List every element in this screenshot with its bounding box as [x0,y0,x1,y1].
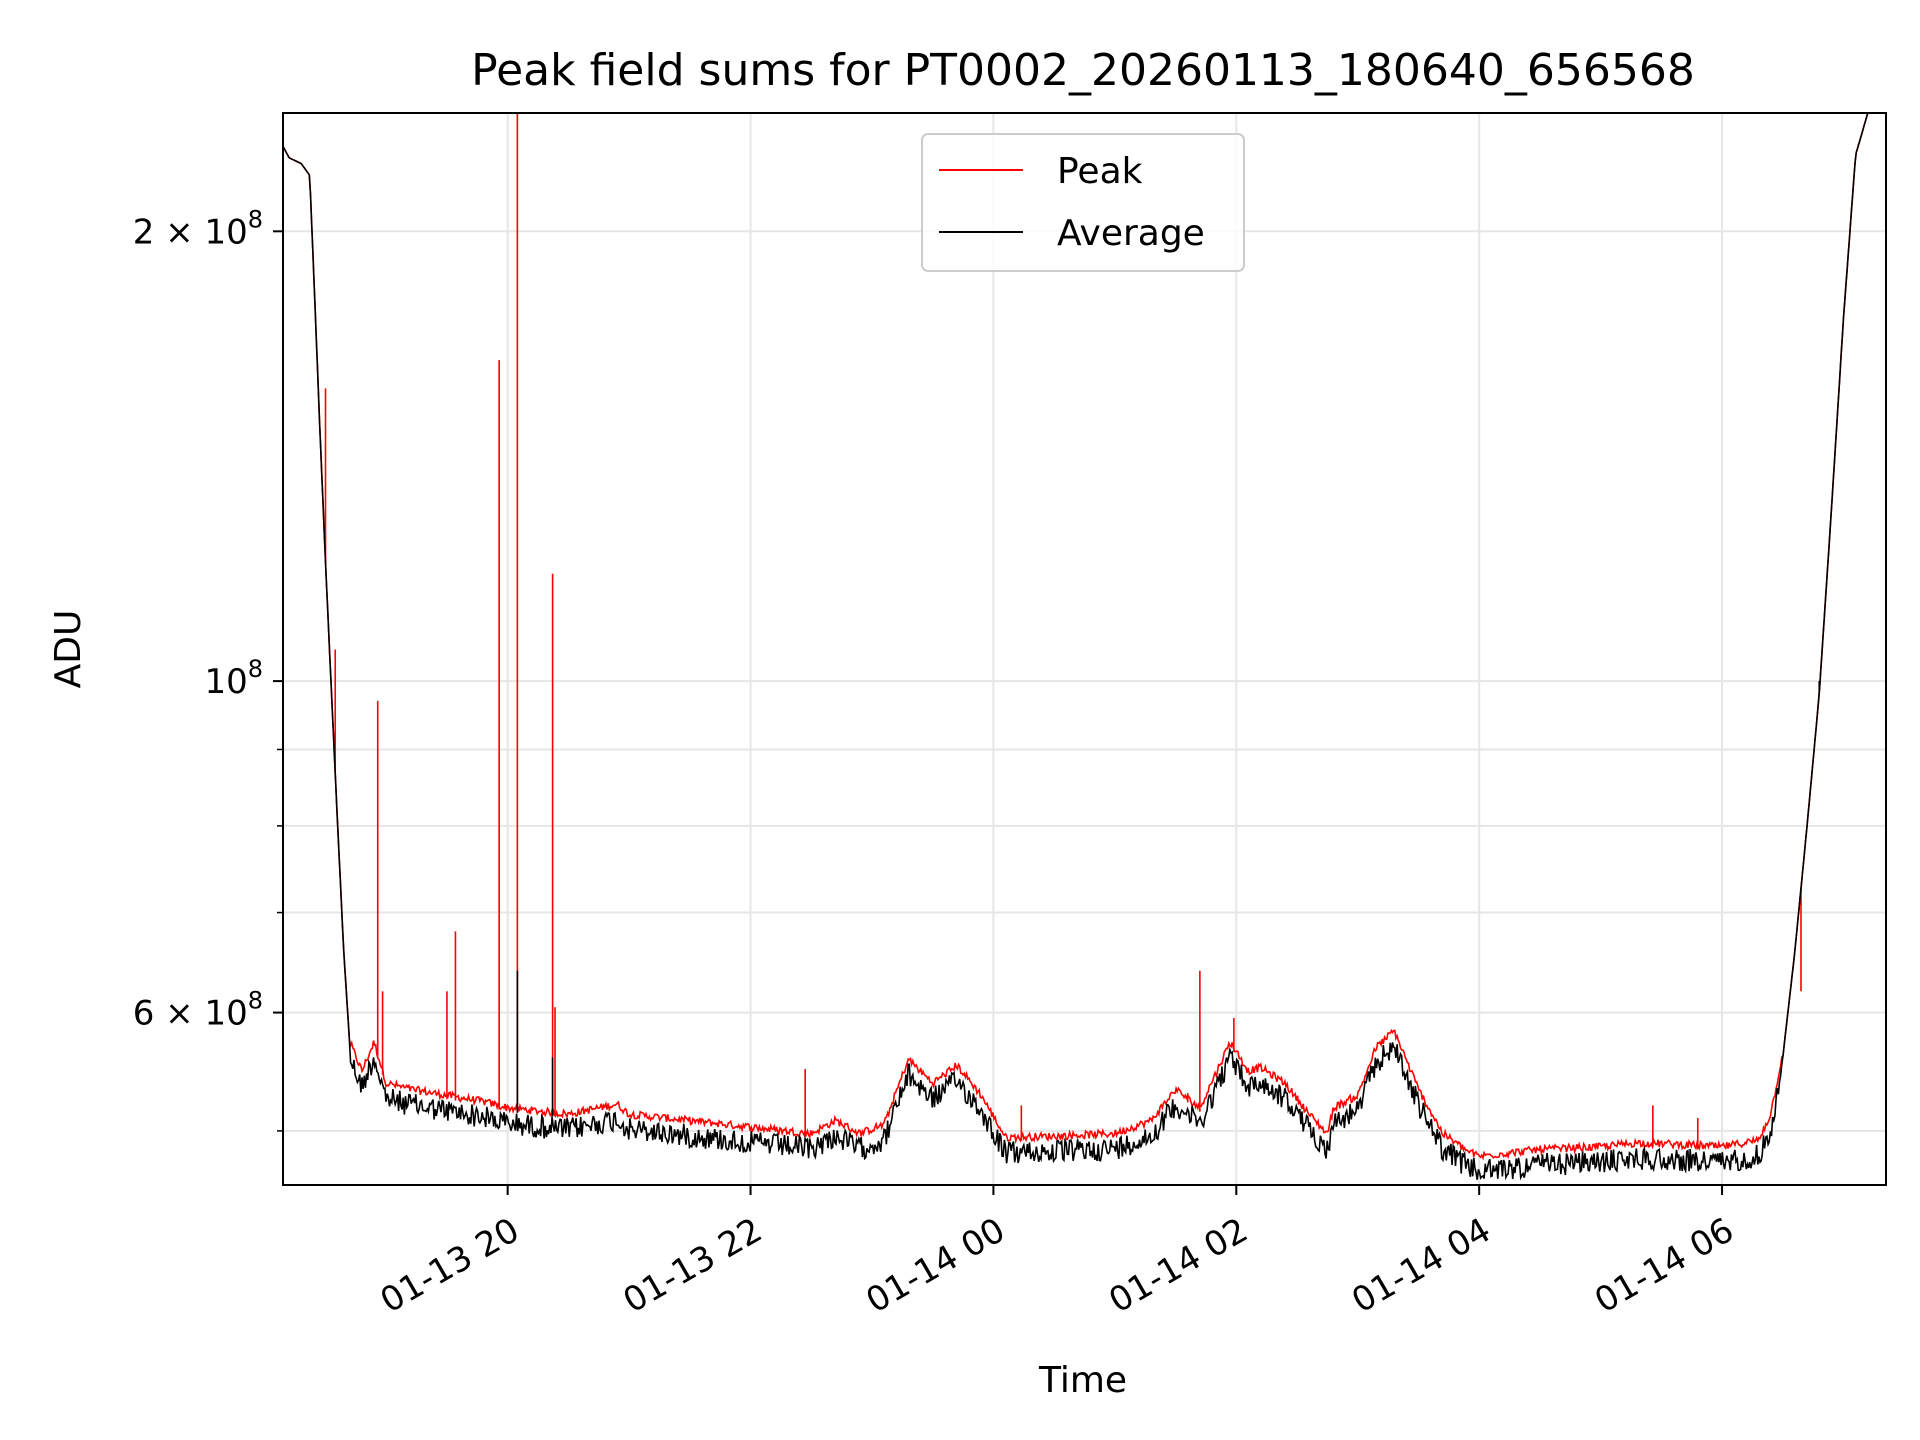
chart-title: Peak field sums for PT0002_20260113_1806… [471,45,1695,96]
y-tick-exponent: 8 [248,987,263,1015]
peak-series-line [282,112,1886,1161]
y-tick-base: 2 × 10 [133,212,248,252]
y-tick-label: 2 × 108 [133,205,263,252]
x-axis-label: Time [1038,1360,1127,1401]
y-tick-base: 10 [204,662,247,702]
plot-area [282,112,1886,1181]
grid [283,113,1886,1185]
average-series-line [282,112,1886,1181]
y-axis-label: ADU [48,610,89,689]
y-tick-label: 6 × 108 [133,987,263,1034]
y-tick-base: 6 × 10 [133,994,248,1034]
legend-average-label: Average [1057,213,1205,254]
legend: Peak Average [921,133,1245,272]
legend-peak-label: Peak [1057,151,1143,192]
y-tick-label: 108 [204,655,263,702]
y-tick-exponent: 8 [248,655,263,683]
legend-box [921,133,1245,272]
plot-frame [282,112,1887,1186]
y-tick-exponent: 8 [248,205,263,233]
